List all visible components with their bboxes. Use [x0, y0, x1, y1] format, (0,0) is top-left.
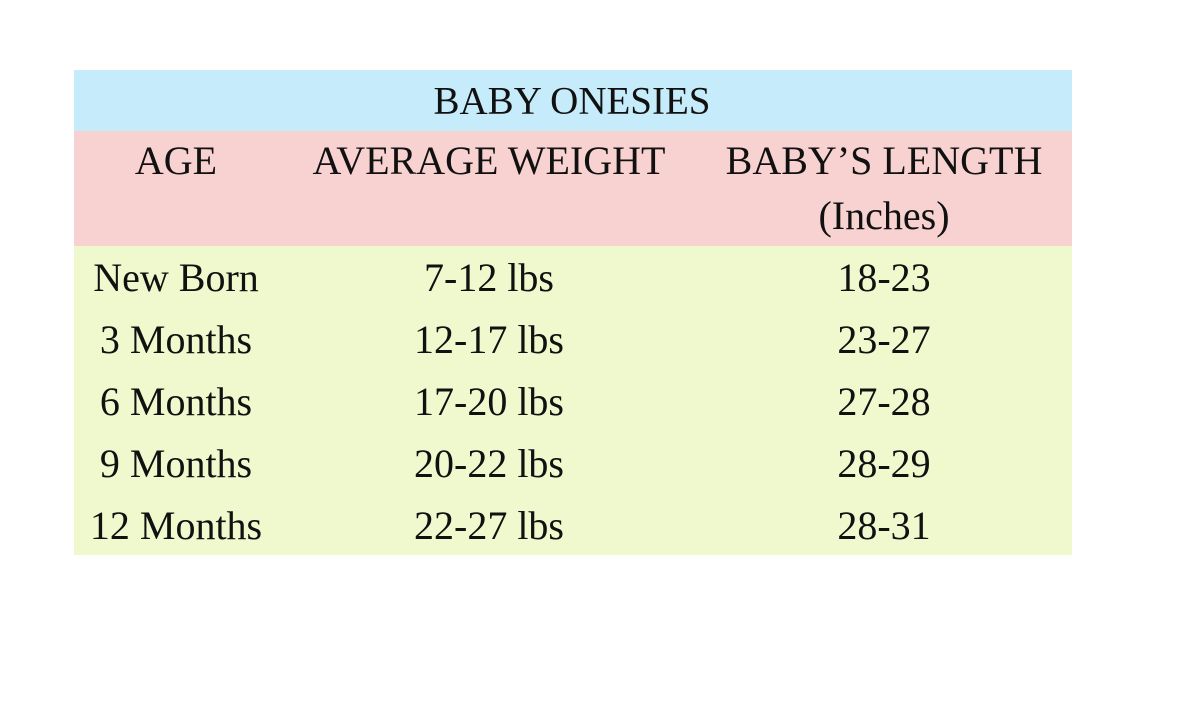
title-band — [74, 70, 1072, 131]
table-cell: 9 Months — [99, 441, 253, 486]
table-cell: 17-20 lbs — [414, 379, 564, 424]
column-note: (Inches) — [818, 193, 950, 238]
table-cell: 28-29 — [837, 441, 931, 486]
body-band — [74, 246, 1072, 555]
table-cell: 12 Months — [89, 503, 263, 548]
table-cell: 28-31 — [837, 503, 931, 548]
table-cell: 20-22 lbs — [414, 441, 564, 486]
table-title: BABY ONESIES — [433, 79, 711, 123]
table-cell: 18-23 — [837, 255, 931, 300]
table-cell: 7-12 lbs — [424, 255, 554, 300]
table-cell: 6 Months — [99, 379, 253, 424]
column-header: AGE — [134, 138, 218, 183]
table-cell: 23-27 — [837, 317, 931, 362]
table-cell: 3 Months — [99, 317, 253, 362]
table-cell: 27-28 — [837, 379, 931, 424]
header-band — [74, 131, 1072, 246]
column-header: BABY’S LENGTH — [725, 138, 1043, 183]
table-cell: 12-17 lbs — [414, 317, 564, 362]
column-header: AVERAGE WEIGHT — [312, 138, 666, 183]
table-cell: 22-27 lbs — [414, 503, 564, 548]
table-cell: New Born — [93, 255, 259, 300]
